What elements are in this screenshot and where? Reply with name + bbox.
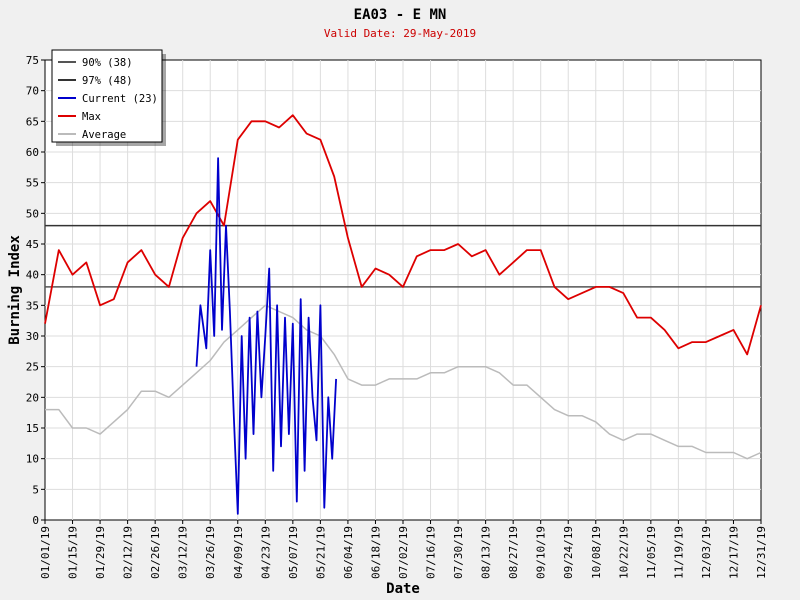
x-tick-label: 03/26/19	[204, 526, 217, 579]
y-tick-label: 70	[26, 85, 39, 98]
x-tick-label: 02/26/19	[149, 526, 162, 579]
series-lines	[44, 114, 762, 515]
x-tick-label: 01/15/19	[67, 526, 80, 579]
x-tick-label: 09/24/19	[562, 526, 575, 579]
legend-label-p90: 90% (38)	[82, 57, 133, 69]
y-tick-label: 5	[32, 483, 39, 496]
x-tick-label: 11/19/19	[672, 526, 685, 579]
legend: 90% (38) 97% (48) Current (23) Max Average	[51, 49, 166, 146]
series-line-max	[44, 114, 762, 356]
x-tick-label: 12/03/19	[700, 526, 713, 579]
x-axis-label: Date	[386, 581, 420, 597]
y-axis-ticks: 0 5 10 15 20 25 30 35 40 45 50 55 60 65 70 75	[26, 54, 45, 527]
y-tick-label: 45	[26, 238, 39, 251]
x-tick-label: 05/07/19	[287, 526, 300, 579]
y-tick-label: 0	[32, 514, 39, 527]
legend-label-current: Current (23)	[82, 93, 158, 105]
legend-label-max: Max	[82, 111, 101, 123]
x-tick-label: 06/18/19	[369, 526, 382, 579]
x-tick-label: 11/05/19	[645, 526, 658, 579]
y-tick-label: 15	[26, 422, 39, 435]
x-tick-label: 07/16/19	[425, 526, 438, 579]
legend-items: 90% (38) 97% (48) Current (23) Max Average	[58, 57, 158, 141]
y-tick-label: 30	[26, 330, 39, 343]
y-tick-label: 60	[26, 146, 39, 159]
chart-title: EA03 - E MN	[354, 7, 447, 23]
x-tick-label: 12/31/19	[755, 526, 768, 579]
x-tick-label: 10/22/19	[617, 526, 630, 579]
x-tick-label: 12/17/19	[727, 526, 740, 579]
y-tick-label: 25	[26, 361, 39, 374]
y-tick-label: 65	[26, 115, 39, 128]
x-tick-label: 09/10/19	[535, 526, 548, 579]
y-tick-label: 55	[26, 177, 39, 190]
legend-box	[51, 49, 163, 143]
series-line-current	[195, 157, 337, 515]
y-tick-label: 40	[26, 269, 39, 282]
x-tick-label: 04/09/19	[232, 526, 245, 579]
legend-label-p97: 97% (48)	[82, 75, 133, 87]
x-tick-label: 05/21/19	[314, 526, 327, 579]
y-axis-label: Burning Index	[7, 235, 23, 345]
chart-subtitle: Valid Date: 29-May-2019	[324, 27, 476, 40]
legend-label-average: Average	[82, 129, 126, 141]
x-tick-label: 01/01/19	[39, 526, 52, 579]
x-tick-label: 07/02/19	[397, 526, 410, 579]
y-tick-label: 10	[26, 453, 39, 466]
y-tick-label: 50	[26, 207, 39, 220]
x-tick-label: 10/08/19	[590, 526, 603, 579]
x-tick-label: 03/12/19	[177, 526, 190, 579]
y-tick-label: 35	[26, 299, 39, 312]
x-tick-label: 08/27/19	[507, 526, 520, 579]
x-tick-label: 08/13/19	[480, 526, 493, 579]
y-tick-label: 20	[26, 391, 39, 404]
x-tick-label: 07/30/19	[452, 526, 465, 579]
y-tick-label: 75	[26, 54, 39, 67]
x-tick-label: 01/29/19	[94, 526, 107, 579]
series-line-average	[45, 304, 762, 460]
x-tick-label: 04/23/19	[259, 526, 272, 579]
x-tick-label: 06/04/19	[342, 526, 355, 579]
x-axis-ticks: 01/01/19 01/15/19 01/29/19 02/12/19 02/26/19…	[39, 520, 768, 579]
x-tick-label: 02/12/19	[122, 526, 135, 579]
